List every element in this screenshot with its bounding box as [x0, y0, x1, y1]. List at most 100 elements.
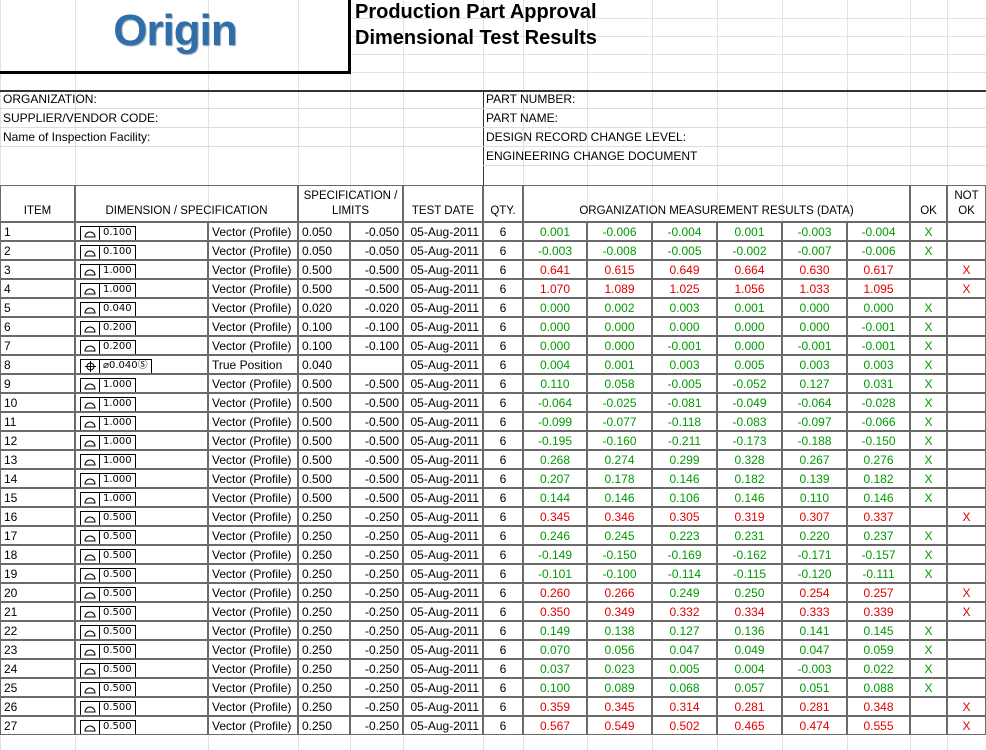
- symbol: [81, 360, 100, 373]
- result-cell: 0.002: [587, 298, 652, 317]
- tolerance-frame: 0.100: [80, 245, 136, 259]
- result-cell: -0.002: [717, 241, 782, 260]
- result-cell: -0.052: [717, 374, 782, 393]
- dimension-cell: 0.500: [75, 526, 208, 545]
- qty-cell: 6: [483, 602, 523, 621]
- tolerance-frame: 1.000: [80, 435, 136, 449]
- not-ok-cell: [947, 469, 986, 488]
- result-cell: -0.007: [782, 241, 847, 260]
- symbol: [81, 645, 100, 658]
- lower-limit: -0.500: [350, 450, 403, 469]
- date-cell: 05-Aug-2011: [403, 336, 483, 355]
- symbol: [81, 550, 100, 563]
- result-cell: 1.070: [523, 279, 587, 298]
- tolerance: 1.000: [103, 417, 132, 428]
- not-ok-cell: [947, 640, 986, 659]
- header-cell: OK: [910, 185, 947, 222]
- not-ok-cell: X: [947, 716, 986, 735]
- upper-limit: 0.500: [298, 450, 350, 469]
- dimension-cell: 1.000: [75, 469, 208, 488]
- ok-cell: X: [910, 393, 947, 412]
- divider: [483, 90, 484, 186]
- symbol: [81, 588, 100, 601]
- result-cell: 0.146: [652, 469, 717, 488]
- result-cell: 0.003: [782, 355, 847, 374]
- lower-limit: -0.100: [350, 336, 403, 355]
- grid-line: [352, 18, 986, 19]
- result-cell: 0.070: [523, 640, 587, 659]
- result-cell: 0.056: [587, 640, 652, 659]
- result-cell: 0.182: [717, 469, 782, 488]
- result-cell: -0.003: [523, 241, 587, 260]
- result-cell: 0.049: [717, 640, 782, 659]
- qty-cell: 6: [483, 374, 523, 393]
- tolerance-frame: 1.000: [80, 416, 136, 430]
- upper-limit: 0.500: [298, 488, 350, 507]
- date-cell: 05-Aug-2011: [403, 412, 483, 431]
- dimension-cell: 0.500: [75, 640, 208, 659]
- result-cell: -0.099: [523, 412, 587, 431]
- result-cell: 0.334: [717, 602, 782, 621]
- result-cell: 0.059: [847, 640, 910, 659]
- item-cell: 11: [0, 412, 75, 431]
- qty-cell: 6: [483, 298, 523, 317]
- result-cell: 0.089: [587, 678, 652, 697]
- ok-cell: X: [910, 222, 947, 241]
- not-ok-cell: [947, 678, 986, 697]
- result-cell: 0.004: [717, 659, 782, 678]
- tolerance-frame: 0.500: [80, 682, 136, 696]
- result-cell: 0.333: [782, 602, 847, 621]
- dimension-cell: 0.500: [75, 678, 208, 697]
- symbol: [81, 284, 100, 297]
- result-cell: -0.004: [652, 222, 717, 241]
- not-ok-cell: [947, 298, 986, 317]
- symbol: [81, 721, 100, 734]
- tolerance: 0.200: [103, 322, 132, 333]
- result-cell: 0.003: [652, 355, 717, 374]
- item-cell: 13: [0, 450, 75, 469]
- result-cell: -0.001: [847, 317, 910, 336]
- result-cell: 0.127: [652, 621, 717, 640]
- dimension-cell: ⌀0.040Ⓢ: [75, 355, 208, 374]
- result-cell: 0.000: [652, 317, 717, 336]
- tolerance-frame: 0.500: [80, 568, 136, 582]
- result-cell: 0.207: [523, 469, 587, 488]
- tolerance-frame: 0.500: [80, 511, 136, 525]
- dimension-cell: 0.100: [75, 222, 208, 241]
- upper-limit: 0.500: [298, 469, 350, 488]
- result-cell: 0.003: [652, 298, 717, 317]
- date-cell: 05-Aug-2011: [403, 374, 483, 393]
- result-cell: -0.083: [717, 412, 782, 431]
- spec-cell: Vector (Profile): [208, 336, 298, 355]
- date-cell: 05-Aug-2011: [403, 659, 483, 678]
- date-cell: 05-Aug-2011: [403, 469, 483, 488]
- tolerance: 1.000: [103, 493, 132, 504]
- qty-cell: 6: [483, 507, 523, 526]
- lower-limit: [350, 355, 403, 374]
- result-cell: -0.005: [652, 241, 717, 260]
- result-cell: -0.049: [717, 393, 782, 412]
- tolerance-frame: 0.100: [80, 226, 136, 240]
- ok-cell: [910, 507, 947, 526]
- upper-limit: 0.040: [298, 355, 350, 374]
- tolerance: 1.000: [103, 474, 132, 485]
- result-cell: 0.000: [587, 336, 652, 355]
- dimension-cell: 1.000: [75, 260, 208, 279]
- dimension-cell: 0.100: [75, 241, 208, 260]
- result-cell: 0.250: [717, 583, 782, 602]
- result-cell: 0.001: [717, 298, 782, 317]
- tolerance: 1.000: [103, 379, 132, 390]
- dimension-cell: 0.500: [75, 716, 208, 735]
- symbol: [81, 512, 100, 525]
- result-cell: -0.003: [782, 222, 847, 241]
- item-cell: 20: [0, 583, 75, 602]
- lower-limit: -0.250: [350, 697, 403, 716]
- spec-cell: Vector (Profile): [208, 431, 298, 450]
- result-cell: 0.359: [523, 697, 587, 716]
- result-cell: 0.136: [717, 621, 782, 640]
- lower-limit: -0.250: [350, 602, 403, 621]
- result-cell: 0.307: [782, 507, 847, 526]
- result-cell: 0.146: [717, 488, 782, 507]
- result-cell: 0.146: [587, 488, 652, 507]
